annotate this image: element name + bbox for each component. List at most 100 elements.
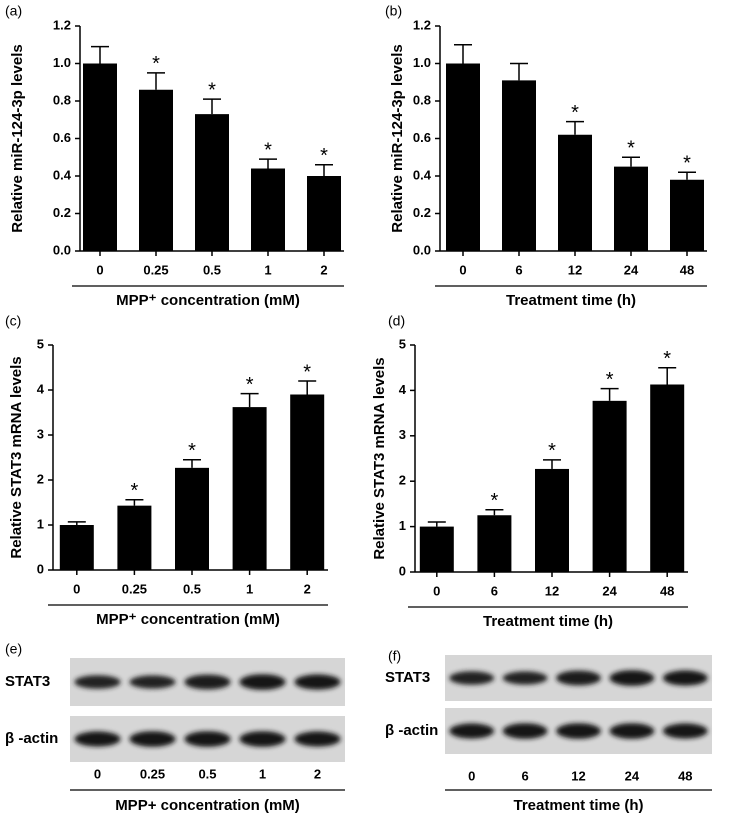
bar <box>502 80 536 251</box>
error-bar <box>203 98 221 115</box>
blot-band <box>449 671 495 685</box>
panel-label: (d) <box>388 313 405 329</box>
blot-band <box>609 723 655 739</box>
blot-band <box>129 731 176 747</box>
bar <box>195 114 229 251</box>
error-bar <box>91 45 109 64</box>
blot-band <box>239 731 286 747</box>
y-tick-label: 5 <box>399 336 406 351</box>
x-axis-label: Treatment time (h) <box>513 797 643 814</box>
bar <box>670 179 704 251</box>
bar <box>251 168 285 251</box>
x-tick-label: 12 <box>545 583 559 598</box>
blot-lane-label: 0 <box>94 766 101 781</box>
blot-band <box>184 731 231 747</box>
y-tick-label: 0.2 <box>413 205 431 220</box>
y-axis-label: Relative STAT3 mRNA levels <box>8 356 25 558</box>
bar <box>535 468 569 572</box>
y-tick-label: 0.4 <box>53 167 72 182</box>
error-bar <box>125 499 144 506</box>
blot-band <box>294 731 341 747</box>
blot-lane-label: 0.25 <box>140 766 165 781</box>
x-tick-label: 24 <box>602 583 617 598</box>
significance-mark: * <box>663 348 671 370</box>
blot-lane-label: 12 <box>571 768 585 783</box>
significance-mark: * <box>188 440 196 462</box>
significance-mark: * <box>627 138 635 160</box>
error-bar <box>315 164 333 176</box>
significance-mark: * <box>246 374 254 396</box>
x-tick-label: 0.5 <box>183 581 201 596</box>
bar <box>614 166 648 251</box>
y-tick-label: 0 <box>399 563 406 578</box>
blot-band <box>556 670 601 686</box>
significance-mark: * <box>571 102 579 124</box>
bar <box>419 526 454 572</box>
x-tick-label: 12 <box>568 262 582 277</box>
blot-band <box>239 674 286 690</box>
blot-lane-label: 6 <box>521 768 528 783</box>
significance-mark: * <box>264 139 272 161</box>
y-tick-label: 3 <box>37 426 44 441</box>
significance-mark: * <box>152 53 160 75</box>
significance-mark: * <box>606 369 614 391</box>
x-tick-label: 48 <box>660 583 674 598</box>
y-tick-label: 5 <box>37 336 44 351</box>
x-tick-label: 48 <box>680 262 694 277</box>
blot-band <box>556 723 601 739</box>
error-bar <box>147 72 165 90</box>
bar <box>650 384 685 572</box>
blot-band <box>74 675 121 689</box>
panel-label: (c) <box>5 313 21 329</box>
y-axis-label: Relative miR-124-3p levels <box>9 44 26 232</box>
x-tick-label: 0.25 <box>122 581 147 596</box>
bar <box>592 400 627 572</box>
blot-band <box>74 731 121 747</box>
error-bar <box>240 392 259 408</box>
blot-band <box>662 723 708 739</box>
bar <box>59 525 94 570</box>
bar <box>83 63 117 251</box>
bar <box>117 505 152 570</box>
error-bar <box>454 44 472 64</box>
x-axis-label: Treatment time (h) <box>483 613 613 630</box>
y-tick-label: 0.0 <box>413 242 431 257</box>
error-bar <box>298 380 317 395</box>
blot-band <box>449 723 495 739</box>
significance-mark: * <box>683 153 691 175</box>
x-tick-label: 0.25 <box>143 262 168 277</box>
blot-row-label: β -actin <box>5 730 58 747</box>
error-bar <box>67 521 86 525</box>
x-axis-label: Treatment time (h) <box>506 292 636 309</box>
y-tick-label: 3 <box>399 427 406 442</box>
x-tick-label: 2 <box>320 262 327 277</box>
error-bar <box>566 120 584 135</box>
blot-band <box>294 674 341 690</box>
error-bar <box>485 509 504 516</box>
x-tick-label: 0.5 <box>203 262 221 277</box>
error-bar <box>678 171 696 180</box>
x-axis-label: MPP+ concentration (mM) <box>115 797 300 814</box>
blot-row-label: β -actin <box>385 722 438 739</box>
y-axis-label: Relative miR-124-3p levels <box>389 44 406 232</box>
y-tick-label: 0.4 <box>413 167 432 182</box>
blot-row-label: STAT3 <box>385 669 430 686</box>
x-tick-label: 1 <box>246 581 253 596</box>
y-axis-label: Relative STAT3 mRNA levels <box>371 357 388 559</box>
y-tick-label: 2 <box>399 473 406 488</box>
y-tick-label: 0.8 <box>53 92 71 107</box>
y-tick-label: 0 <box>37 561 44 576</box>
bar <box>477 515 512 572</box>
error-bar <box>622 156 640 167</box>
significance-mark: * <box>491 490 499 512</box>
y-tick-label: 0.2 <box>53 205 71 220</box>
significance-mark: * <box>320 145 328 167</box>
error-bar <box>183 459 201 468</box>
error-bar <box>543 459 561 469</box>
blot-band <box>609 670 655 686</box>
significance-mark: * <box>548 440 556 462</box>
significance-mark: * <box>303 361 311 383</box>
y-tick-label: 0.8 <box>413 92 431 107</box>
panel-label: (e) <box>5 641 22 657</box>
blot-band <box>502 723 548 739</box>
